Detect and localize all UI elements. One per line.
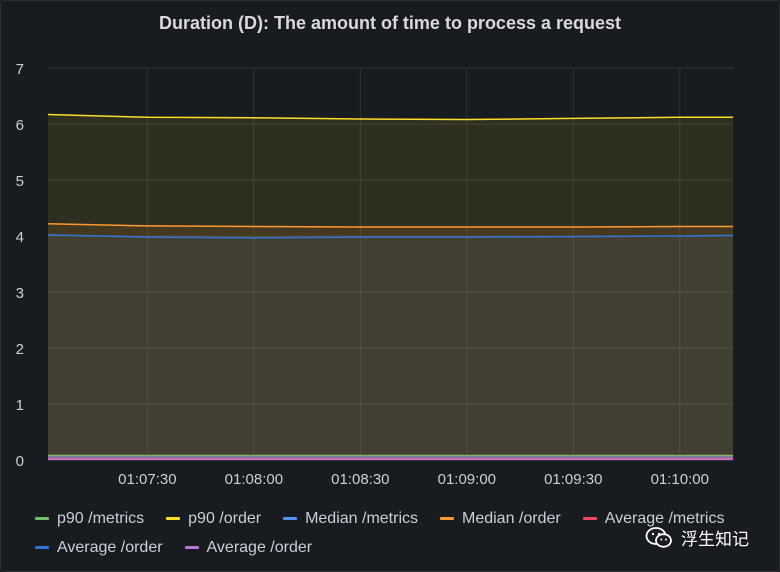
- wechat-icon: [645, 526, 672, 548]
- legend-label: Average /metrics: [604, 509, 725, 527]
- x-tick-label: 01:09:30: [544, 471, 602, 488]
- x-tick-label: 01:08:30: [331, 471, 389, 488]
- y-tick-label: 2: [16, 341, 24, 358]
- legend-label: Median /metrics: [305, 509, 418, 527]
- legend-label: Median /order: [462, 509, 561, 527]
- watermark: 浮生知记: [645, 525, 749, 550]
- y-tick-label: 0: [16, 453, 24, 470]
- chart-title: Duration (D): The amount of time to proc…: [158, 13, 622, 33]
- series-line: [47, 222, 733, 228]
- series-area: [48, 223, 733, 460]
- legend-item[interactable]: Median /metrics: [283, 510, 418, 528]
- x-tick-label: 01:10:00: [651, 471, 709, 488]
- x-tick-label: 01:09:00: [438, 471, 496, 488]
- legend-label: p90 /order: [188, 509, 262, 527]
- y-tick-label: 4: [16, 229, 24, 246]
- legend-row: p90 /metrics p90 /order Median /metrics Med…: [35, 504, 775, 533]
- legend-item[interactable]: p90 /order: [166, 510, 261, 528]
- legend-swatch: [35, 546, 49, 549]
- legend-row: Average /order Average /order: [35, 533, 775, 562]
- x-tick-label: 01:08:00: [225, 471, 283, 488]
- legend-label: Average /order: [57, 538, 163, 556]
- series-line: [47, 113, 733, 121]
- series-area: [48, 234, 733, 460]
- legend-item[interactable]: Average /metrics: [582, 509, 725, 528]
- y-tick-label: 1: [16, 397, 24, 414]
- series-area: [48, 114, 733, 460]
- x-tick-label: 01:07:30: [118, 471, 176, 488]
- y-tick-label: 7: [16, 61, 24, 78]
- legend-swatch: [440, 517, 454, 520]
- legend-item[interactable]: Average /order: [184, 538, 313, 557]
- series-line: [47, 234, 734, 239]
- y-tick-label: 6: [16, 117, 24, 134]
- legend-label: Average /order: [206, 538, 313, 556]
- y-tick-label: 3: [16, 285, 24, 302]
- chart-plot: 0 1 2 3 4 5 6 7 01:07:30 01:08:00 01:08:30 01:09:00…: [16, 61, 734, 488]
- legend-swatch: [582, 517, 597, 520]
- legend-swatch: [283, 517, 298, 520]
- legend-swatch: [35, 517, 49, 520]
- watermark-text: 浮生知记: [681, 530, 749, 549]
- legend-swatch: [184, 546, 199, 549]
- legend-item[interactable]: p90 /metrics: [35, 510, 144, 528]
- legend-label: p90 /metrics: [57, 509, 145, 527]
- chart-legend: p90 /metrics p90 /order Median /metrics Med…: [35, 504, 775, 562]
- y-tick-label: 5: [16, 173, 24, 190]
- legend-item[interactable]: Median /order: [440, 510, 561, 528]
- legend-swatch: [166, 517, 181, 520]
- legend-item[interactable]: Average /order: [35, 539, 163, 557]
